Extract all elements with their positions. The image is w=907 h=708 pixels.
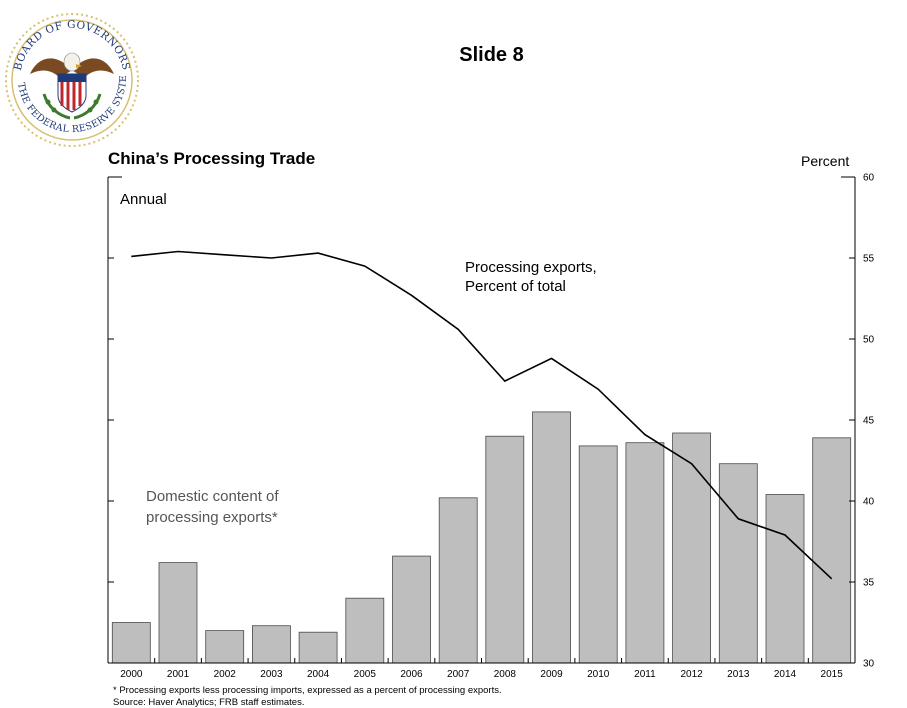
bar-2011	[625, 442, 665, 664]
bar-2001	[158, 562, 198, 664]
bar-2013	[718, 463, 758, 664]
bar-2012	[672, 432, 711, 664]
y-tick-label-30: 30	[863, 659, 875, 670]
x-tick-label-2001: 2001	[167, 669, 190, 680]
y-tick-label-50: 50	[863, 335, 875, 346]
x-tick-label-2004: 2004	[307, 669, 330, 680]
x-tick-label-2009: 2009	[540, 669, 563, 680]
x-tick-label-2006: 2006	[400, 669, 423, 680]
bar-2004	[298, 631, 338, 664]
processing-exports-line	[131, 250, 833, 580]
source-note: Source: Haver Analytics; FRB staff estim…	[113, 697, 305, 708]
frequency-label: Annual	[120, 191, 167, 208]
line-series-label-line-2: Percent of total	[465, 278, 566, 295]
y-tick-label-55: 55	[863, 254, 875, 265]
x-tick-label-2013: 2013	[727, 669, 750, 680]
bar-2010	[578, 445, 618, 664]
bar-2009	[532, 411, 571, 664]
x-tick-label-2003: 2003	[260, 669, 283, 680]
x-tick-label-2000: 2000	[120, 669, 143, 680]
y-tick-label-40: 40	[863, 497, 875, 508]
x-tick-label-2010: 2010	[587, 669, 610, 680]
bar-2014	[765, 494, 805, 664]
line-series-label: Processing exports, Percent of total	[465, 258, 597, 296]
chart-title: China’s Processing Trade	[108, 149, 316, 168]
x-tick-label-2008: 2008	[494, 669, 517, 680]
bar-series-label: Domestic content of processing exports*	[146, 486, 279, 528]
bar-2015	[812, 437, 852, 664]
bar-series-label-line-1: Domestic content of	[146, 488, 279, 505]
y-tick-label-35: 35	[863, 578, 875, 589]
bar-2006	[392, 555, 431, 664]
federal-reserve-seal: BOARD OF GOVERNORS OF THE FEDERAL RESERV…	[4, 12, 139, 147]
x-tick-label-2015: 2015	[821, 669, 844, 680]
bar-2008	[485, 435, 525, 664]
footnote: * Processing exports less processing imp…	[113, 685, 502, 696]
y-tick-label-45: 45	[863, 416, 875, 427]
bar-2007	[438, 497, 478, 664]
bar-2003	[251, 625, 291, 664]
x-tick-label-2005: 2005	[354, 669, 377, 680]
x-tick-label-2011: 2011	[634, 669, 656, 680]
axis-ticks: 30 35 40 45 50 55 60 2000 2001 2002 2003 2004 2005 20…	[107, 173, 875, 680]
bar-2005	[345, 597, 385, 664]
bar-series-label-line-2: processing exports*	[146, 509, 278, 526]
slide-title: Slide 8	[459, 44, 524, 66]
x-tick-label-2002: 2002	[214, 669, 237, 680]
x-tick-label-2007: 2007	[447, 669, 470, 680]
y-axis-unit-label: Percent	[801, 153, 850, 169]
x-tick-label-2014: 2014	[774, 669, 797, 680]
x-tick-label-2012: 2012	[680, 669, 703, 680]
bars-layer	[111, 411, 852, 664]
bar-2002	[205, 630, 245, 664]
y-tick-label-60: 60	[863, 173, 875, 184]
line-series-label-line-1: Processing exports,	[465, 259, 597, 276]
bar-2000	[111, 622, 151, 664]
